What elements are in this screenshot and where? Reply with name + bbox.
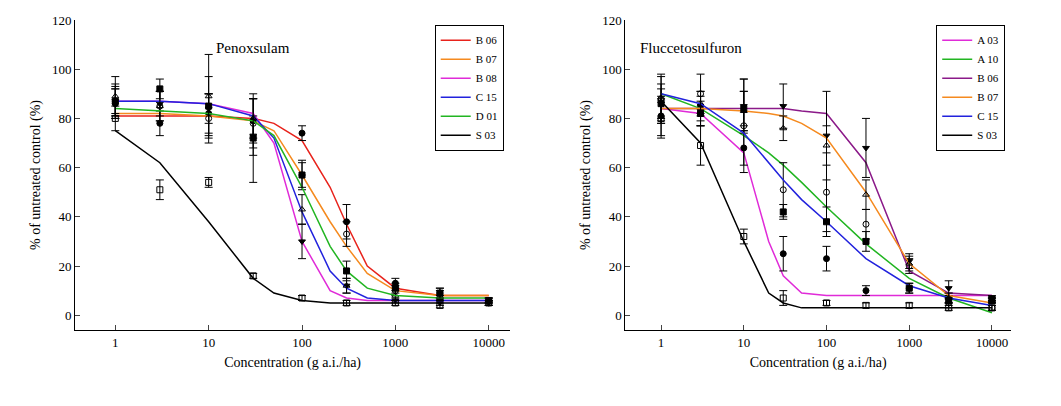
svg-text:0: 0 (65, 308, 72, 323)
svg-text:120: 120 (52, 13, 72, 28)
svg-text:40: 40 (58, 209, 71, 224)
svg-text:Concentration (g a.i./ha): Concentration (g a.i./ha) (224, 355, 361, 371)
svg-text:S 03: S 03 (977, 129, 997, 141)
svg-text:Concentration (g a.i./ha): Concentration (g a.i./ha) (750, 355, 887, 371)
svg-text:80: 80 (609, 111, 622, 126)
svg-text:1000: 1000 (382, 335, 408, 350)
svg-text:80: 80 (58, 111, 71, 126)
svg-text:% of untreated control (%): % of untreated control (%) (578, 100, 594, 250)
svg-text:1: 1 (112, 335, 119, 350)
svg-text:1: 1 (658, 335, 665, 350)
svg-text:D 01: D 01 (476, 110, 498, 122)
svg-text:10: 10 (202, 335, 215, 350)
svg-text:Fluccetosulfuron: Fluccetosulfuron (640, 40, 742, 56)
svg-text:40: 40 (609, 209, 622, 224)
svg-text:20: 20 (609, 259, 622, 274)
svg-text:Penoxsulam: Penoxsulam (216, 40, 290, 56)
svg-text:% of untreated control (%): % of untreated control (%) (28, 100, 44, 250)
svg-text:100: 100 (817, 335, 837, 350)
svg-text:100: 100 (292, 335, 312, 350)
svg-text:1000: 1000 (896, 335, 922, 350)
svg-text:B 07: B 07 (476, 53, 498, 65)
svg-text:C 15: C 15 (476, 91, 498, 103)
svg-text:S 03: S 03 (476, 129, 496, 141)
svg-text:10: 10 (737, 335, 750, 350)
svg-text:60: 60 (609, 160, 622, 175)
svg-text:A 10: A 10 (977, 53, 999, 65)
svg-text:B 07: B 07 (977, 91, 999, 103)
svg-text:B 08: B 08 (476, 72, 498, 84)
svg-text:B 06: B 06 (977, 72, 999, 84)
svg-text:10000: 10000 (976, 335, 1009, 350)
svg-text:B 06: B 06 (476, 34, 498, 46)
svg-text:0: 0 (615, 308, 622, 323)
svg-text:120: 120 (602, 13, 622, 28)
svg-text:C 15: C 15 (977, 110, 999, 122)
svg-text:20: 20 (58, 259, 71, 274)
svg-text:100: 100 (602, 62, 622, 77)
svg-text:100: 100 (52, 62, 72, 77)
svg-text:10000: 10000 (472, 335, 505, 350)
svg-text:A 03: A 03 (977, 34, 999, 46)
svg-text:60: 60 (58, 160, 71, 175)
